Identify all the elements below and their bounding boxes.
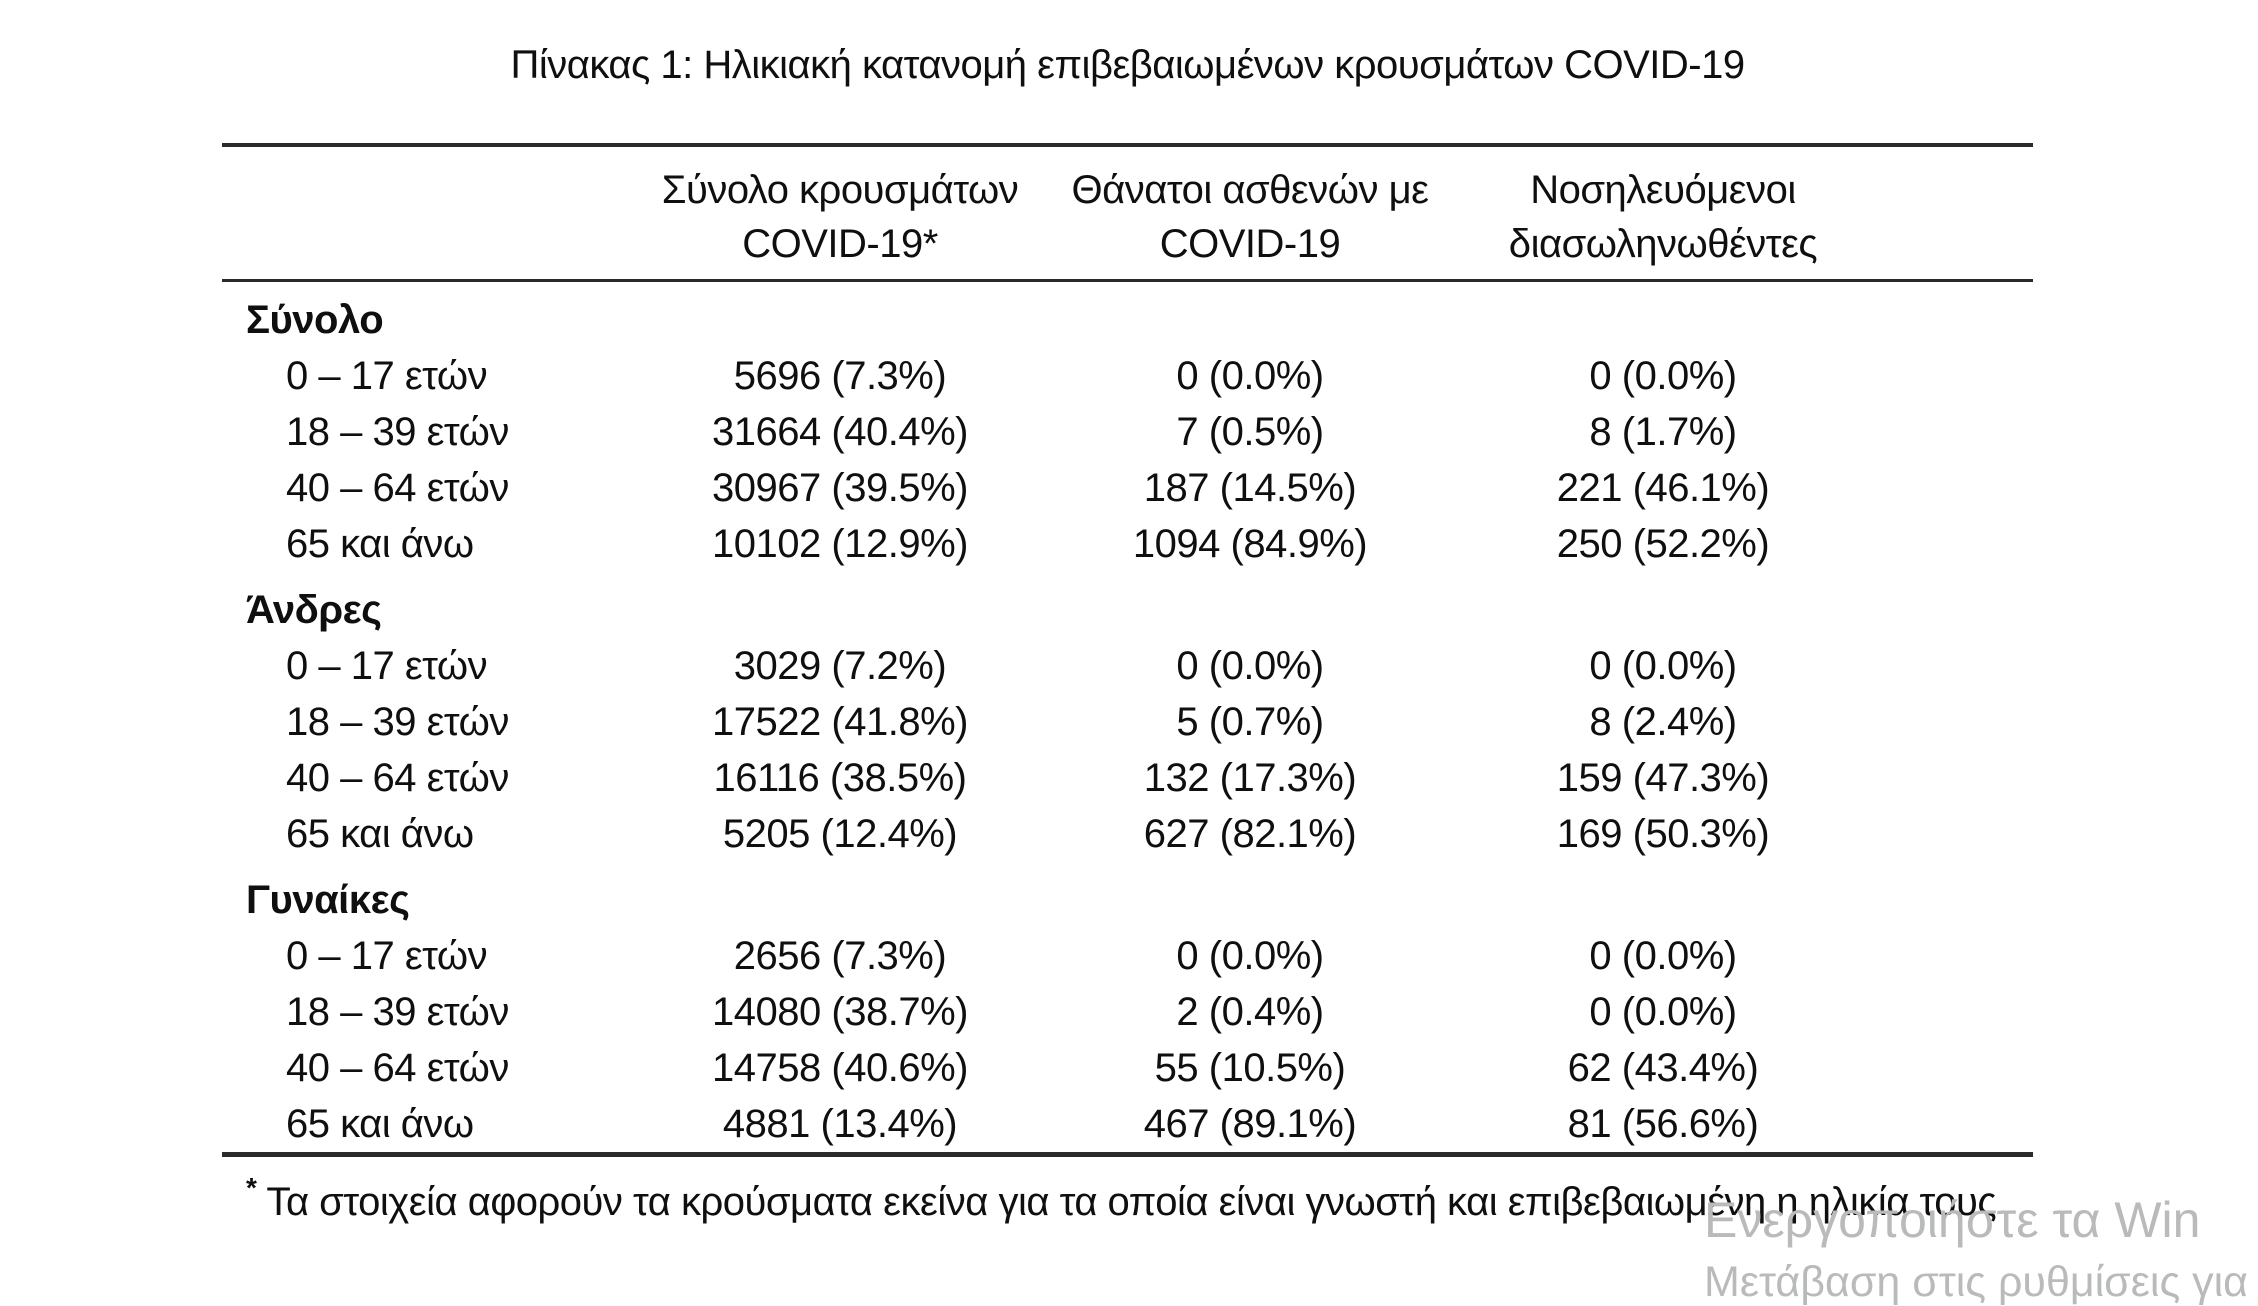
footnote-asterisk: *: [246, 1172, 257, 1203]
cell-cases: 16116 (38.5%): [713, 756, 967, 800]
table-row: 0 – 17 ετών 2656 (7.3%) 0 (0.0%) 0 (0.0%…: [222, 928, 2033, 984]
cell-deaths: 0 (0.0%): [1176, 354, 1324, 398]
cell-cases: 14080 (38.7%): [712, 990, 968, 1034]
report-page: Πίνακας 1: Ηλικιακή κατανομή επιβεβαιωμέ…: [222, 0, 2033, 1300]
table-row: 65 και άνω 5205 (12.4%) 627 (82.1%) 169 …: [222, 806, 2033, 862]
section-header-men: Άνδρες: [246, 588, 382, 632]
cell-deaths: 0 (0.0%): [1176, 934, 1324, 978]
table-title: Πίνακας 1: Ηλικιακή κατανομή επιβεβαιωμέ…: [510, 43, 1745, 87]
cell-cases: 4881 (13.4%): [722, 1102, 958, 1146]
cell-deaths: 2 (0.4%): [1176, 990, 1324, 1034]
cell-cases: 30967 (39.5%): [712, 466, 968, 510]
cell-intubated: 8 (1.7%): [1589, 410, 1737, 454]
cell-intubated: 159 (47.3%): [1556, 756, 1770, 800]
cell-cases: 10102 (12.9%): [712, 522, 968, 566]
header-deaths-line2: COVID-19: [1159, 222, 1341, 266]
cell-cases: 31664 (40.4%): [712, 410, 968, 454]
header-intubated-line1: Νοσηλευόμενοι: [1530, 168, 1796, 212]
table-row: 65 και άνω 4881 (13.4%) 467 (89.1%) 81 (…: [222, 1096, 2033, 1152]
table-header-row: Σύνολο κρουσμάτων COVID-19* Θάνατοι ασθε…: [222, 155, 2033, 279]
table-row: 18 – 39 ετών 17522 (41.8%) 5 (0.7%) 8 (2…: [222, 694, 2033, 750]
table-row: 18 – 39 ετών 14080 (38.7%) 2 (0.4%) 0 (0…: [222, 984, 2033, 1040]
header-deaths-line1: Θάνατοι ασθενών με: [1071, 168, 1429, 212]
cell-cases: 17522 (41.8%): [712, 700, 968, 744]
cell-intubated: 0 (0.0%): [1589, 990, 1737, 1034]
cell-deaths: 7 (0.5%): [1176, 410, 1324, 454]
rule-under-header: [222, 279, 2033, 282]
age-label: 18 – 39 ετών: [286, 990, 509, 1034]
header-cases-line2: COVID-19*: [742, 222, 938, 266]
footnote-text: Τα στοιχεία αφορούν τα κρούσματα εκείνα …: [266, 1180, 1997, 1224]
table-row: 0 – 17 ετών 5696 (7.3%) 0 (0.0%) 0 (0.0%…: [222, 348, 2033, 404]
age-label: 40 – 64 ετών: [286, 756, 509, 800]
header-cases: Σύνολο κρουσμάτων COVID-19*: [622, 163, 1058, 271]
age-label: 65 και άνω: [286, 812, 474, 856]
cell-intubated: 221 (46.1%): [1556, 466, 1770, 510]
cell-intubated: 0 (0.0%): [1589, 934, 1737, 978]
age-label: 18 – 39 ετών: [286, 410, 509, 454]
cell-cases: 5696 (7.3%): [733, 354, 947, 398]
table-row: 40 – 64 ετών 16116 (38.5%) 132 (17.3%) 1…: [222, 750, 2033, 806]
header-deaths: Θάνατοι ασθενών με COVID-19: [1058, 163, 1442, 271]
age-label: 0 – 17 ετών: [286, 934, 488, 978]
cell-cases: 5205 (12.4%): [722, 812, 958, 856]
cell-deaths: 1094 (84.9%): [1132, 522, 1368, 566]
table-row: 18 – 39 ετών 31664 (40.4%) 7 (0.5%) 8 (1…: [222, 404, 2033, 460]
cell-cases: 14758 (40.6%): [712, 1046, 968, 1090]
cell-deaths: 0 (0.0%): [1176, 644, 1324, 688]
age-label: 0 – 17 ετών: [286, 354, 488, 398]
cell-deaths: 627 (82.1%): [1143, 812, 1357, 856]
cell-deaths: 55 (10.5%): [1154, 1046, 1346, 1090]
cell-intubated: 169 (50.3%): [1556, 812, 1770, 856]
report-table: Σύνολο 0 – 17 ετών 5696 (7.3%) 0 (0.0%) …: [222, 282, 2033, 1152]
windows-activation-watermark-line1: Ενεργοποιήστε τα Win: [1704, 1192, 2201, 1248]
age-label: 0 – 17 ετών: [286, 644, 488, 688]
header-intubated-line2: διασωληνωθέντες: [1508, 222, 1818, 266]
cell-cases: 2656 (7.3%): [733, 934, 947, 978]
footnote: * Τα στοιχεία αφορούν τα κρούσματα εκείνα…: [222, 1162, 2033, 1228]
cell-cases: 3029 (7.2%): [733, 644, 947, 688]
age-label: 65 και άνω: [286, 1102, 474, 1146]
cell-intubated: 62 (43.4%): [1567, 1046, 1759, 1090]
cell-deaths: 5 (0.7%): [1176, 700, 1324, 744]
cell-intubated: 8 (2.4%): [1589, 700, 1737, 744]
cell-intubated: 0 (0.0%): [1589, 354, 1737, 398]
rule-top: [222, 143, 2033, 147]
section-header-women: Γυναίκες: [246, 878, 410, 922]
age-label: 40 – 64 ετών: [286, 466, 509, 510]
age-label: 65 και άνω: [286, 522, 474, 566]
cell-deaths: 467 (89.1%): [1143, 1102, 1357, 1146]
windows-activation-watermark-line2: Μετάβαση στις ρυθμίσεις για: [1704, 1258, 2249, 1306]
cell-intubated: 250 (52.2%): [1556, 522, 1770, 566]
table-row: 40 – 64 ετών 14758 (40.6%) 55 (10.5%) 62…: [222, 1040, 2033, 1096]
section-header-total: Σύνολο: [246, 298, 384, 342]
cell-intubated: 0 (0.0%): [1589, 644, 1737, 688]
table-row: 65 και άνω 10102 (12.9%) 1094 (84.9%) 25…: [222, 516, 2033, 572]
cell-deaths: 187 (14.5%): [1143, 466, 1357, 510]
table-row: 0 – 17 ετών 3029 (7.2%) 0 (0.0%) 0 (0.0%…: [222, 638, 2033, 694]
header-intubated: Νοσηλευόμενοι διασωληνωθέντες: [1442, 163, 1884, 271]
header-cases-line1: Σύνολο κρουσμάτων: [661, 168, 1019, 212]
age-label: 18 – 39 ετών: [286, 700, 509, 744]
age-label: 40 – 64 ετών: [286, 1046, 509, 1090]
cell-intubated: 81 (56.6%): [1567, 1102, 1759, 1146]
table-row: 40 – 64 ετών 30967 (39.5%) 187 (14.5%) 2…: [222, 460, 2033, 516]
rule-bottom: [222, 1152, 2033, 1157]
cell-deaths: 132 (17.3%): [1143, 756, 1357, 800]
